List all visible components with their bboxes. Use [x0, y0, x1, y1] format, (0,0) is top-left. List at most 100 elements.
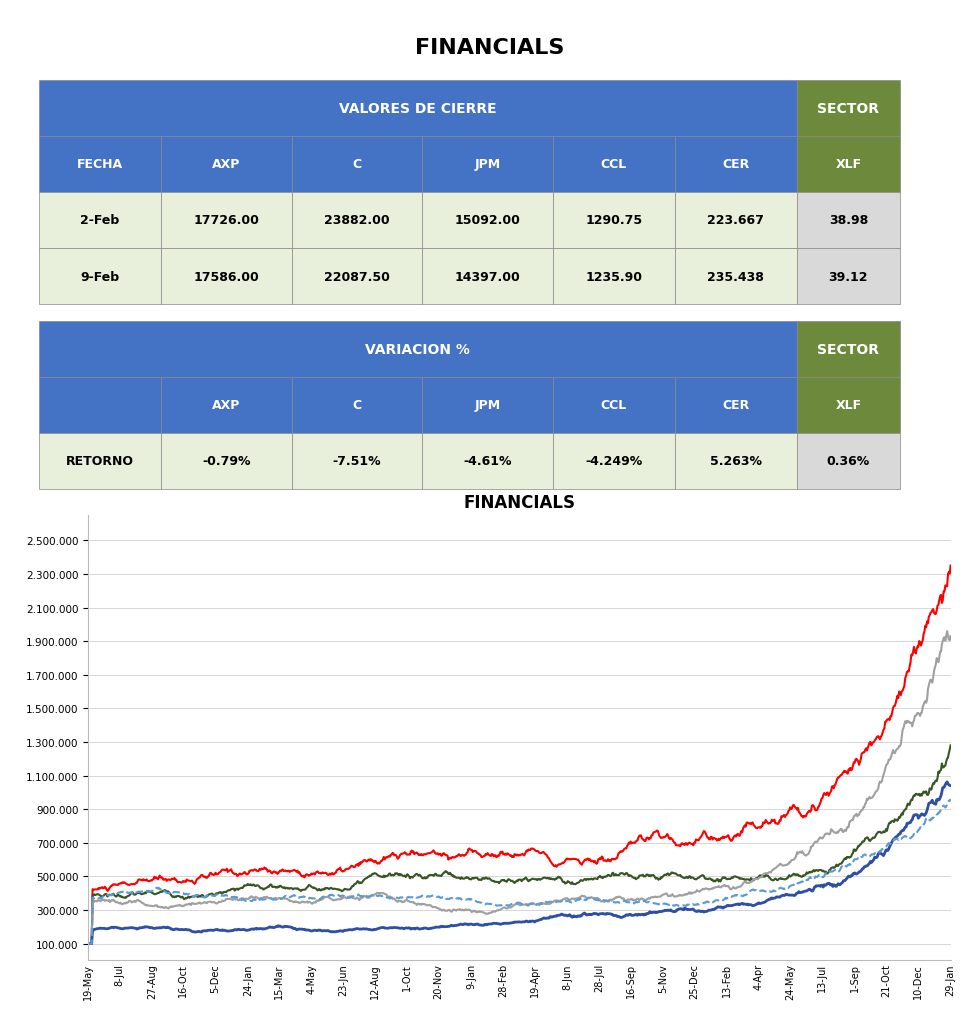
- Text: CCL: CCL: [601, 398, 627, 411]
- Title: FINANCIALS: FINANCIALS: [464, 493, 575, 512]
- Line: CER: CER: [88, 800, 951, 943]
- Bar: [422, 193, 553, 249]
- Text: XLF: XLF: [835, 159, 861, 171]
- AXP: [82, 937, 94, 949]
- C: [789, 868, 801, 881]
- C: [808, 865, 820, 878]
- Text: CER: CER: [722, 159, 750, 171]
- Text: 1290.75: 1290.75: [585, 214, 643, 227]
- JPM: [941, 626, 953, 638]
- Bar: [422, 377, 553, 433]
- CCL: [119, 922, 130, 934]
- CER: [119, 886, 130, 898]
- Text: VALORES DE CIERRE: VALORES DE CIERRE: [339, 102, 497, 116]
- C: [731, 871, 743, 884]
- Text: 9-Feb: 9-Feb: [80, 270, 120, 283]
- Bar: [675, 193, 797, 249]
- Line: AXP: AXP: [88, 566, 951, 943]
- Bar: [292, 136, 422, 193]
- Bar: [422, 433, 553, 489]
- AXP: [945, 560, 956, 572]
- Bar: [797, 81, 901, 136]
- Text: SECTOR: SECTOR: [817, 343, 879, 356]
- Text: 17586.00: 17586.00: [193, 270, 259, 283]
- AXP: [319, 867, 331, 880]
- CCL: [808, 881, 820, 893]
- CER: [319, 891, 331, 903]
- Bar: [553, 249, 675, 304]
- Text: -0.79%: -0.79%: [202, 455, 251, 468]
- Line: JPM: JPM: [88, 632, 951, 943]
- JPM: [319, 891, 331, 903]
- CER: [808, 872, 820, 885]
- Text: 23882.00: 23882.00: [324, 214, 390, 227]
- Bar: [39, 377, 161, 433]
- Line: CCL: CCL: [88, 783, 951, 943]
- CCL: [945, 779, 956, 792]
- Bar: [39, 249, 161, 304]
- Line: C: C: [88, 745, 951, 943]
- Text: C: C: [353, 398, 362, 411]
- C: [945, 739, 956, 751]
- Bar: [39, 433, 161, 489]
- Text: AXP: AXP: [212, 159, 240, 171]
- AXP: [808, 802, 820, 814]
- CER: [82, 937, 94, 949]
- Bar: [797, 193, 901, 249]
- JPM: [119, 898, 130, 910]
- Bar: [553, 377, 675, 433]
- Text: 17726.00: 17726.00: [193, 214, 260, 227]
- C: [530, 874, 542, 886]
- Bar: [553, 193, 675, 249]
- Bar: [39, 136, 161, 193]
- Text: 5.263%: 5.263%: [710, 455, 761, 468]
- Bar: [675, 433, 797, 489]
- CER: [789, 879, 801, 891]
- Text: C: C: [353, 159, 362, 171]
- Bar: [675, 377, 797, 433]
- Text: 0.36%: 0.36%: [827, 455, 870, 468]
- Bar: [797, 249, 901, 304]
- CCL: [319, 925, 331, 937]
- Text: AXP: AXP: [212, 398, 240, 411]
- Text: 235.438: 235.438: [708, 270, 764, 283]
- Bar: [553, 433, 675, 489]
- JPM: [82, 937, 94, 949]
- JPM: [789, 852, 801, 864]
- Text: -4.61%: -4.61%: [464, 455, 512, 468]
- Text: VARIACION %: VARIACION %: [366, 343, 470, 356]
- Bar: [161, 433, 292, 489]
- CCL: [789, 890, 801, 902]
- Bar: [292, 193, 422, 249]
- Text: 223.667: 223.667: [708, 214, 764, 227]
- Bar: [161, 377, 292, 433]
- AXP: [119, 877, 130, 889]
- Text: RETORNO: RETORNO: [66, 455, 134, 468]
- CCL: [731, 898, 743, 910]
- Bar: [797, 321, 901, 377]
- Text: CER: CER: [722, 398, 750, 411]
- C: [319, 882, 331, 894]
- Bar: [553, 136, 675, 193]
- CER: [731, 889, 743, 901]
- Bar: [39, 321, 797, 377]
- Text: XLF: XLF: [835, 398, 861, 411]
- JPM: [945, 631, 956, 643]
- Bar: [161, 136, 292, 193]
- Text: SECTOR: SECTOR: [817, 102, 879, 116]
- Bar: [797, 433, 901, 489]
- CER: [530, 899, 542, 911]
- C: [82, 937, 94, 949]
- Bar: [675, 136, 797, 193]
- Text: CCL: CCL: [601, 159, 627, 171]
- Text: FECHA: FECHA: [77, 159, 123, 171]
- Bar: [797, 136, 901, 193]
- JPM: [731, 882, 743, 894]
- Text: 22087.50: 22087.50: [324, 270, 390, 283]
- Bar: [422, 249, 553, 304]
- CER: [945, 794, 956, 806]
- Bar: [161, 249, 292, 304]
- Text: 14397.00: 14397.00: [455, 270, 520, 283]
- Bar: [797, 377, 901, 433]
- JPM: [808, 837, 820, 849]
